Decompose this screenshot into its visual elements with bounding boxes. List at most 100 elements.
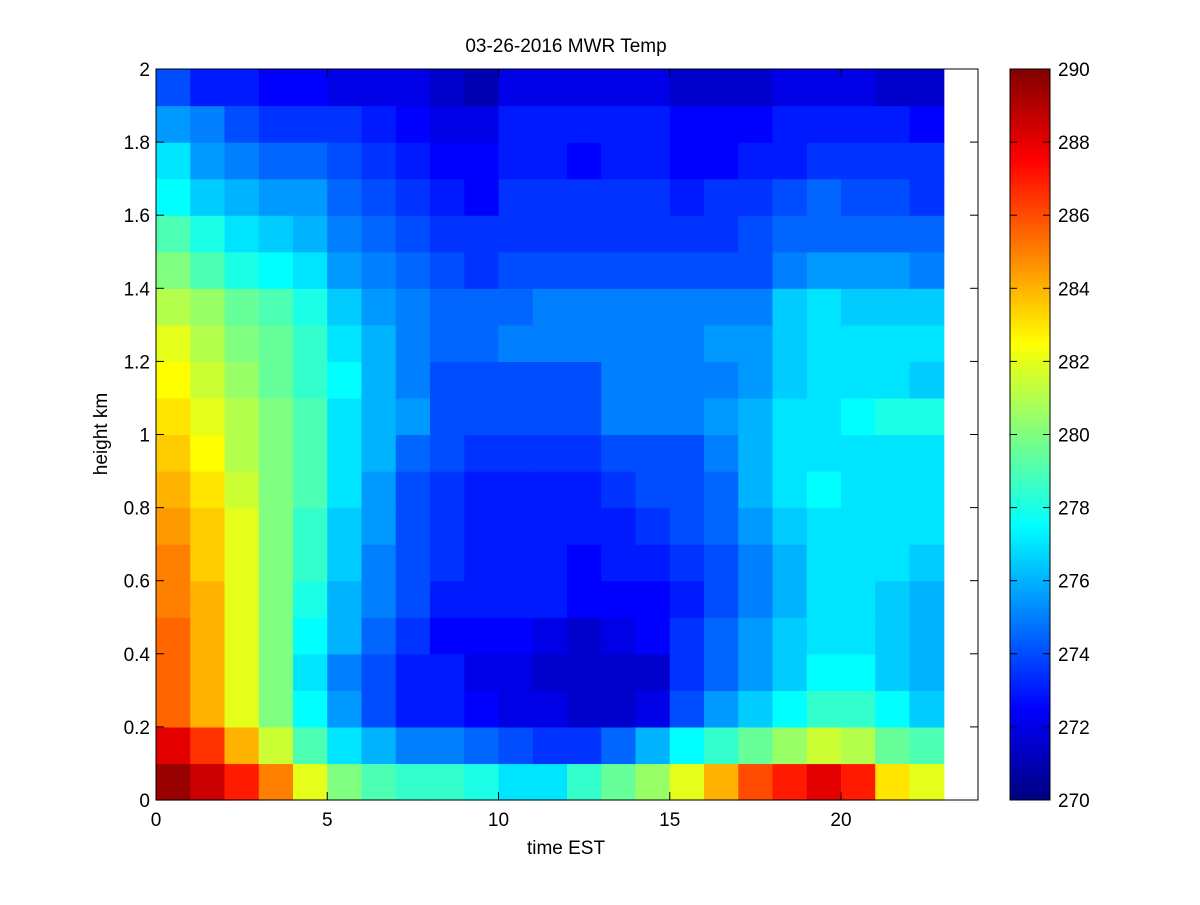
heatmap-cell <box>669 690 705 728</box>
heatmap-cell <box>601 361 637 399</box>
heatmap-cell <box>875 251 911 289</box>
heatmap-cell <box>430 142 465 180</box>
heatmap-cell <box>772 288 808 326</box>
heatmap-cell <box>567 361 602 399</box>
heatmap-cell <box>190 288 226 326</box>
heatmap-cell <box>567 653 602 691</box>
heatmap-cell <box>772 361 808 399</box>
heatmap-cell <box>635 251 671 289</box>
heatmap-cell <box>224 507 260 545</box>
heatmap-cell <box>532 434 568 472</box>
heatmap-cell <box>224 434 260 472</box>
heatmap-cell <box>224 142 260 180</box>
heatmap-cell <box>190 324 226 362</box>
heatmap-cell <box>258 142 294 180</box>
heatmap-cell <box>258 690 294 728</box>
heatmap-cell <box>395 507 431 545</box>
heatmap-cell <box>772 324 808 362</box>
heatmap-cell <box>738 251 774 289</box>
heatmap-cell <box>190 215 226 253</box>
heatmap-cell <box>532 142 568 180</box>
heatmap-cell <box>190 105 226 143</box>
heatmap-cell <box>567 617 602 655</box>
heatmap-cell <box>395 105 431 143</box>
heatmap-cell <box>841 251 876 289</box>
heatmap-cell <box>464 653 500 691</box>
heatmap-cell <box>430 397 465 436</box>
heatmap-cell <box>772 178 808 216</box>
heatmap-cell <box>293 653 328 691</box>
heatmap-cell <box>327 178 363 216</box>
colorbar-tick-label: 272 <box>1058 718 1090 739</box>
x-axis-label: time EST <box>527 838 606 859</box>
heatmap-cell <box>772 471 808 509</box>
heatmap-cell <box>156 580 191 618</box>
heatmap-cell <box>190 653 226 691</box>
heatmap-cell <box>875 617 911 655</box>
heatmap-cell <box>601 178 637 216</box>
heatmap-cell <box>601 324 637 362</box>
heatmap-cell <box>430 105 465 143</box>
heatmap-cell <box>909 726 945 765</box>
heatmap-cell <box>532 617 568 655</box>
heatmap-cell <box>772 251 808 289</box>
heatmap-cell <box>738 215 774 253</box>
heatmap-cell <box>361 653 397 691</box>
heatmap-cell <box>293 251 328 289</box>
heatmap-cell <box>669 617 705 655</box>
heatmap-cell <box>190 763 226 801</box>
heatmap-cell <box>293 324 328 362</box>
heatmap-cell <box>875 178 911 216</box>
heatmap-cell <box>430 580 465 618</box>
heatmap-cell <box>635 288 671 326</box>
heatmap-cell <box>156 726 191 765</box>
heatmap-cell <box>532 544 568 582</box>
chart-title: 03-26-2016 MWR Temp <box>465 36 666 57</box>
heatmap-cell <box>190 397 226 436</box>
heatmap-cell <box>293 507 328 545</box>
heatmap-cell <box>156 690 191 728</box>
heatmap-cell <box>704 397 739 436</box>
heatmap-cell <box>156 507 191 545</box>
x-tick-label: 10 <box>488 810 509 831</box>
colorbar-tick-label: 290 <box>1058 60 1090 81</box>
heatmap-cell <box>532 763 568 801</box>
heatmap-cell <box>704 507 739 545</box>
colorbar-tick-label: 288 <box>1058 133 1090 154</box>
heatmap-cell <box>806 580 842 618</box>
y-axis: 0 0.2 0.4 0.6 0.8 1 1.2 1.4 1.6 1.8 2 <box>124 60 978 812</box>
heatmap-cell <box>395 580 431 618</box>
heatmap-cell <box>361 397 397 436</box>
heatmap-cell <box>156 105 191 143</box>
heatmap-cell <box>635 471 671 509</box>
heatmap-cell <box>772 690 808 728</box>
heatmap-cell <box>567 288 602 326</box>
heatmap-cell <box>327 690 363 728</box>
heatmap-cell <box>258 763 294 801</box>
heatmap-cell <box>464 471 500 509</box>
heatmap-cell <box>806 653 842 691</box>
heatmap-cell <box>841 178 876 216</box>
heatmap-cell <box>635 544 671 582</box>
heatmap-cell <box>361 251 397 289</box>
heatmap-cell <box>738 580 774 618</box>
heatmap-cell <box>567 215 602 253</box>
heatmap-cell <box>772 726 808 765</box>
y-tick-label: 1 <box>139 426 150 447</box>
heatmap-cell <box>567 726 602 765</box>
heatmap-cell <box>669 142 705 180</box>
heatmap-cell <box>806 434 842 472</box>
heatmap-cell <box>772 544 808 582</box>
heatmap-cell <box>875 288 911 326</box>
heatmap-cell <box>293 690 328 728</box>
heatmap-cell <box>532 690 568 728</box>
heatmap-cell <box>567 580 602 618</box>
heatmap-cell <box>806 617 842 655</box>
heatmap-cell <box>498 507 534 545</box>
heatmap-cell <box>430 178 465 216</box>
heatmap-cell <box>430 215 465 253</box>
heatmap-cell <box>258 471 294 509</box>
heatmap-cell <box>669 69 705 107</box>
heatmap-cells <box>156 69 945 801</box>
